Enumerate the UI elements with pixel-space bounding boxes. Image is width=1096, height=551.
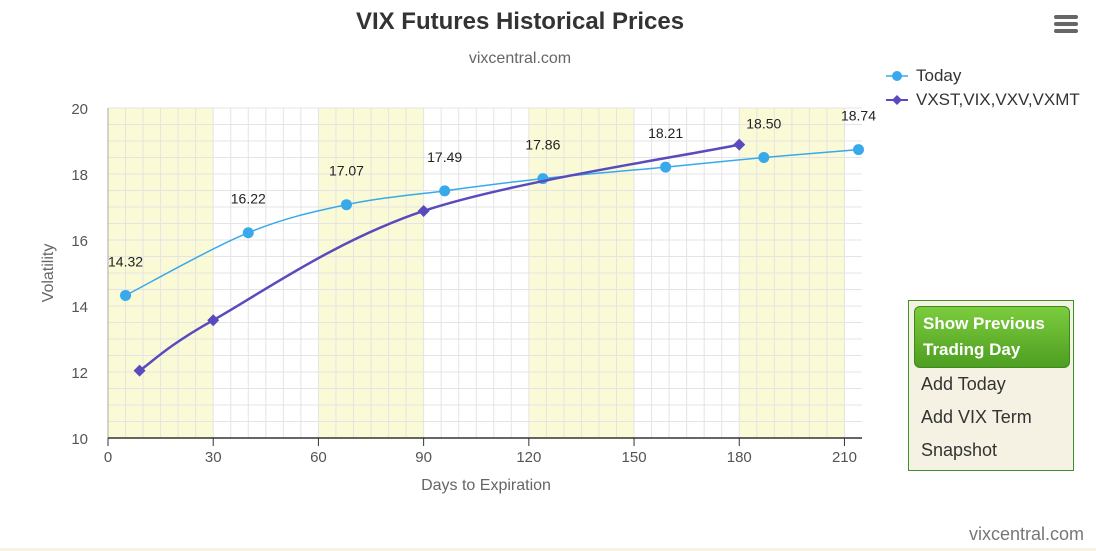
x-tick-label: 60 xyxy=(310,449,327,466)
show-previous-trading-day-button[interactable]: Show Previous Trading Day xyxy=(914,306,1070,368)
data-point xyxy=(733,138,746,151)
gridlines xyxy=(108,107,862,438)
data-point xyxy=(417,204,430,217)
data-point xyxy=(133,364,146,377)
data-label: 17.49 xyxy=(427,149,462,165)
data-point xyxy=(439,185,451,197)
x-tick-label: 150 xyxy=(622,449,647,466)
chart-title: VIX Futures Historical Prices xyxy=(355,8,685,35)
data-labels: 14.32 16.22 17.07 17.49 17.86 18.21 18.50 18.74 xyxy=(108,108,876,270)
footer-credit[interactable]: vixcentral.com xyxy=(968,524,1084,544)
series-line-term xyxy=(138,143,740,372)
data-label: 18.50 xyxy=(746,116,781,132)
hamburger-menu-icon[interactable] xyxy=(1054,15,1078,37)
add-today-link[interactable]: Add Today xyxy=(921,374,1006,394)
legend-item-today[interactable]: Today xyxy=(886,64,1080,88)
x-tick-label: 90 xyxy=(415,449,432,466)
x-axis-label: Days to Expiration xyxy=(421,477,551,494)
snapshot-link[interactable]: Snapshot xyxy=(921,440,998,460)
data-label: 17.07 xyxy=(329,163,364,179)
circle-marker-icon xyxy=(886,71,908,81)
data-label: 17.86 xyxy=(525,137,560,153)
data-point xyxy=(660,161,672,173)
chart-legend: Today VXST,VIX,VXV,VXMT xyxy=(886,64,1080,112)
y-tick-label: 12 xyxy=(71,365,88,382)
y-tick-label: 16 xyxy=(71,233,88,250)
x-tick-label: 0 xyxy=(104,449,112,466)
diamond-marker-icon xyxy=(886,95,908,105)
legend-label-today: Today xyxy=(916,66,962,85)
x-tick-label: 210 xyxy=(832,449,857,466)
data-label: 18.21 xyxy=(648,125,683,141)
data-point xyxy=(852,144,864,156)
bottom-border xyxy=(0,548,1096,551)
data-label: 18.74 xyxy=(841,108,876,124)
x-tick-label: 120 xyxy=(516,449,541,466)
data-point xyxy=(340,199,352,211)
chart-subtitle: vixcentral.com xyxy=(468,50,572,67)
y-tick-label: 20 xyxy=(71,101,88,118)
vix-futures-chart: 0 30 60 90 120 150 180 210 10 12 14 16 18 20 14.32 16.… xyxy=(40,101,876,494)
data-label: 16.22 xyxy=(231,191,266,207)
y-tick-label: 18 xyxy=(71,167,88,184)
x-tick-label: 180 xyxy=(727,449,752,466)
y-tick-label: 14 xyxy=(71,299,88,316)
y-tick-label: 10 xyxy=(71,431,88,448)
data-point xyxy=(120,289,132,301)
legend-label-term: VXST,VIX,VXV,VXMT xyxy=(916,90,1080,109)
data-label: 14.32 xyxy=(108,253,143,269)
legend-item-term[interactable]: VXST,VIX,VXV,VXMT xyxy=(886,88,1080,112)
x-tick-label: 30 xyxy=(205,449,222,466)
options-panel: Show Previous Trading Day Add Today Add … xyxy=(908,300,1074,471)
data-point xyxy=(758,152,770,163)
series-lines xyxy=(120,138,864,377)
add-vix-term-link[interactable]: Add VIX Term xyxy=(921,407,1032,427)
data-point xyxy=(207,314,220,327)
y-axis-label: Volatility xyxy=(40,244,57,303)
axes: 0 30 60 90 120 150 180 210 10 12 14 16 18 20 xyxy=(71,101,862,466)
data-point xyxy=(242,227,254,239)
